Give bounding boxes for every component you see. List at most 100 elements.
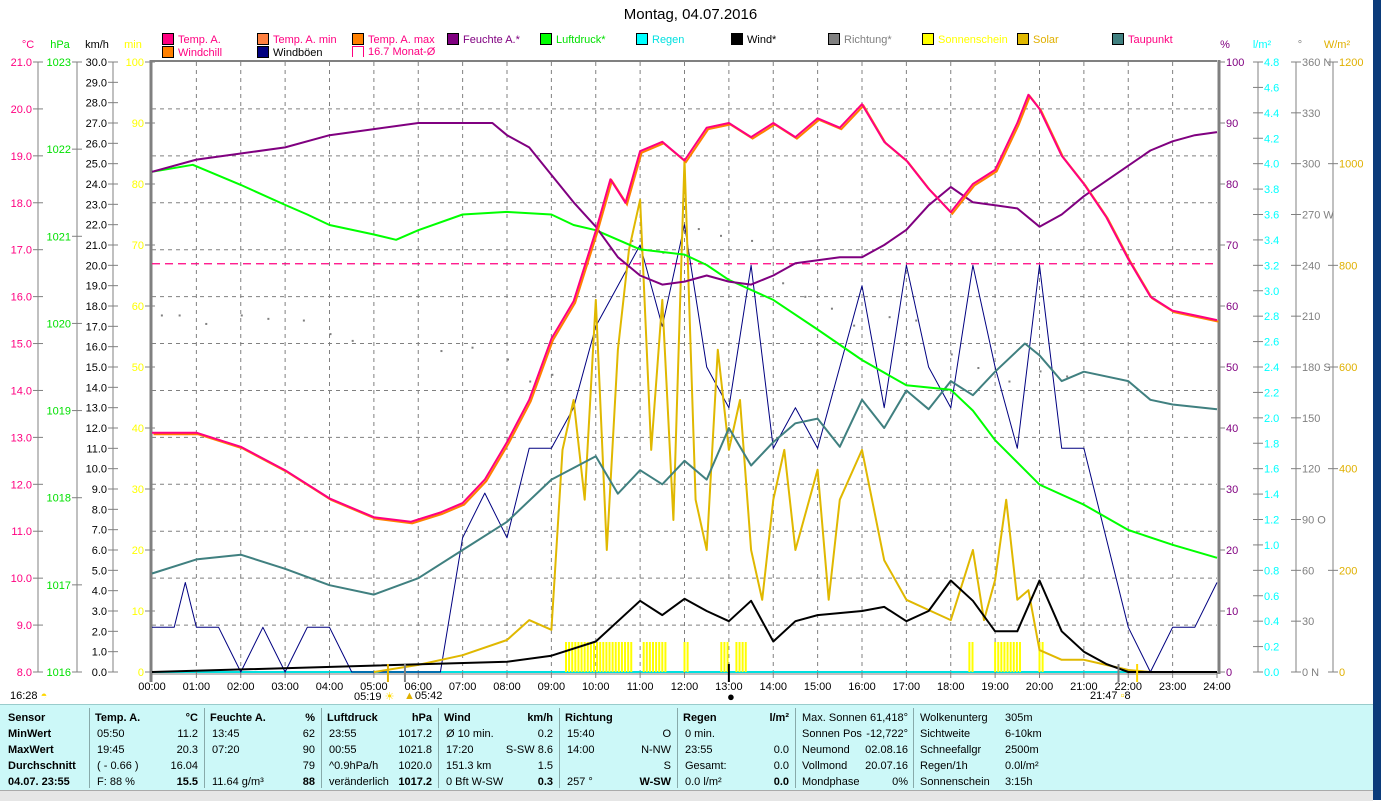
table-divider	[204, 708, 205, 788]
sunshine-minutes-axis-tick-label: 20	[132, 545, 144, 557]
direction-point	[329, 333, 332, 336]
wind-axis-tick-label: 13.0	[86, 403, 107, 415]
direction-axis-tick-label: 30	[1302, 616, 1314, 628]
misc-info-label: Schneefallgr	[920, 744, 982, 756]
direction-point	[804, 295, 807, 298]
wind-axis-tick-label: 4.0	[92, 586, 107, 598]
temp-axis-tick-label: 15.0	[11, 339, 32, 351]
sunset-marker: 21:47 ▫8	[1090, 690, 1131, 702]
pressure-axis-tick-label: 1020	[47, 318, 71, 330]
table-value-press: 1021.8	[398, 744, 432, 756]
series-line-feuchte-a	[151, 122, 1218, 286]
table-value-hum: 90	[302, 744, 315, 756]
misc-info-value: 6-10km	[1005, 728, 1042, 740]
weather-chart: °C 8.0 9.0 10.0 11.0 12.0 13.0 14.0 15.0 16.0 17.0…	[11, 39, 1364, 693]
humidity-axis-tick-label: 30	[1226, 484, 1238, 496]
table-divider	[559, 708, 560, 788]
table-cell-hum: 07:20	[212, 744, 240, 756]
table-header-rain: Regen	[683, 712, 717, 724]
table-cell-temp: 05:50	[97, 728, 125, 740]
wind-axis-tick-label: 0.0	[92, 667, 107, 679]
new-moon-icon: ●	[727, 689, 735, 704]
legend-swatch	[636, 33, 648, 45]
table-cell-press: veränderlich	[329, 776, 389, 788]
humidity-axis-tick-label: 40	[1226, 423, 1238, 435]
sunshine-minutes-axis-unit: min	[124, 39, 142, 51]
legend-label: Taupunkt	[1128, 34, 1173, 46]
wind-axis-tick-label: 19.0	[86, 281, 107, 293]
table-cell-rain: 0 min.	[685, 728, 715, 740]
rain-axis-tick-label: 0.4	[1264, 616, 1279, 628]
wind-axis-tick-label: 30.0	[86, 57, 107, 69]
direction-point	[609, 248, 612, 251]
rain-axis-tick-label: 3.2	[1264, 260, 1279, 272]
moonrise-marker: 16:28 ◓	[10, 690, 47, 702]
direction-point	[915, 319, 918, 322]
rain-axis-tick-label: 1.8	[1264, 438, 1279, 450]
rain-axis-tick-label: 0.6	[1264, 591, 1279, 603]
direction-axis-unit: °	[1298, 39, 1302, 51]
x-tick-label: 06:00	[404, 681, 432, 693]
direction-point	[751, 239, 754, 242]
solar-axis-tick-label: 1000	[1339, 159, 1363, 171]
series-line-luftdruck	[151, 163, 1218, 559]
table-value-dir: O	[662, 728, 671, 740]
wind-axis-tick-label: 7.0	[92, 525, 107, 537]
rain-axis-tick-label: 4.6	[1264, 82, 1279, 94]
wind-axis-tick-label: 14.0	[86, 382, 107, 394]
wind-axis-tick-label: 11.0	[86, 443, 107, 455]
rain-axis-tick-label: 3.0	[1264, 286, 1279, 298]
sun-icon: ☀	[384, 691, 395, 703]
table-value-rain: 0.0	[773, 760, 789, 772]
temp-axis-tick-label: 21.0	[11, 57, 32, 69]
wind-axis-tick-label: 18.0	[86, 301, 107, 313]
table-divider	[795, 708, 796, 788]
x-tick-label: 12:00	[671, 681, 699, 693]
legend-item: Feuchte A.*	[447, 33, 520, 46]
wind-axis-tick-label: 23.0	[86, 199, 107, 211]
temp-axis-tick-label: 11.0	[11, 526, 32, 538]
rain-axis-tick-label: 4.2	[1264, 133, 1279, 145]
humidity-axis-tick-label: 80	[1226, 179, 1238, 191]
sun-info-value: 02.08.16	[865, 744, 908, 756]
x-tick-label: 08:00	[493, 681, 521, 693]
temp-axis-tick-label: 13.0	[11, 432, 32, 444]
x-tick-label: 20:00	[1026, 681, 1054, 693]
wind-axis-tick-label: 17.0	[86, 321, 107, 333]
direction-point	[1066, 375, 1069, 378]
chart-title: Montag, 04.07.2016	[623, 6, 758, 23]
humidity-axis-tick-label: 70	[1226, 240, 1238, 252]
table-unit-hum: %	[305, 712, 315, 724]
legend-label: Feuchte A.*	[463, 34, 520, 46]
rain-axis-tick-label: 2.2	[1264, 387, 1279, 399]
table-header-dir: Richtung	[565, 712, 613, 724]
table-value-press: 1020.0	[398, 760, 432, 772]
legend-label: Windchill	[178, 47, 223, 59]
pressure-axis-tick-label: 1018	[47, 493, 71, 505]
table-value-dir: N-NW	[641, 744, 671, 756]
legend-item: Richtung*	[828, 33, 892, 46]
solar-axis-tick-label: 800	[1339, 260, 1357, 272]
wind-axis-tick-label: 3.0	[92, 606, 107, 618]
legend-item: Windchill	[162, 46, 222, 59]
table-value-temp: 15.5	[176, 776, 198, 788]
pressure-axis-tick-label: 1016	[47, 667, 71, 679]
legend-label: Sonnenschein	[938, 34, 1008, 46]
table-cell-dir: 14:00	[567, 744, 595, 756]
temp-axis-unit: °C	[22, 39, 34, 51]
solar-axis-unit: W/m²	[1324, 39, 1351, 51]
sunshine-minutes-axis-tick-label: 50	[132, 362, 144, 374]
direction-axis-tick-label: 120	[1302, 464, 1320, 476]
misc-info-value: 3:15h	[1005, 776, 1033, 788]
x-tick-label: 13:00	[715, 681, 743, 693]
legend-swatch	[731, 33, 743, 45]
legend-swatch	[162, 46, 174, 58]
sunshine-minutes-axis-tick-label: 0	[138, 667, 144, 679]
status-bar	[0, 790, 1373, 801]
x-tick-label: 17:00	[893, 681, 921, 693]
table-cell-temp: 19:45	[97, 744, 125, 756]
legend-label: Wind*	[747, 34, 777, 46]
legend-label: Regen	[652, 34, 685, 46]
pressure-axis-tick-label: 1017	[47, 580, 71, 592]
table-divider	[321, 708, 322, 788]
